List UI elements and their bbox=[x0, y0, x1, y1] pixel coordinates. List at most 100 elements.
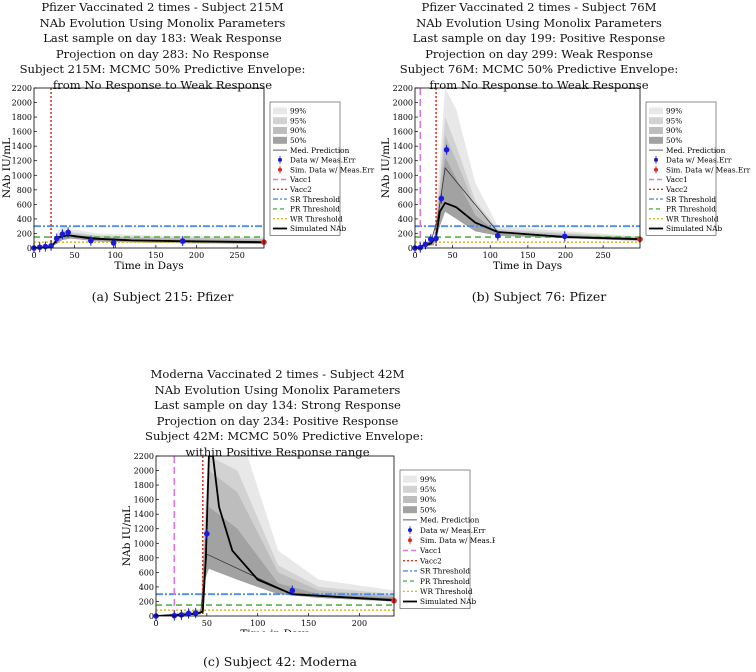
chart-3: 0200400600800100012001400160018002000220… bbox=[121, 452, 495, 632]
data-point bbox=[36, 244, 43, 251]
y-tick-label: 0 bbox=[27, 244, 32, 253]
title-line: Projection on day 234: Positive Response bbox=[156, 413, 399, 428]
y-tick-label: 200 bbox=[17, 229, 32, 238]
legend-label: Simulated NAb bbox=[666, 224, 723, 233]
figure-caption: (c) Subject 42: Moderna bbox=[203, 654, 357, 669]
y-tick-label: 0 bbox=[149, 612, 154, 621]
x-tick-label: 50 bbox=[202, 619, 212, 628]
legend-label: Data w/ Meas.Err bbox=[290, 156, 356, 165]
y-tick-label: 800 bbox=[398, 186, 413, 195]
y-tick-label: 200 bbox=[398, 229, 413, 238]
legend-label: SR Threshold bbox=[420, 567, 470, 576]
legend-swatch bbox=[278, 167, 282, 172]
figure-caption: (b) Subject 76: Pfizer bbox=[471, 289, 607, 304]
title-line: Projection on day 283: No Response bbox=[55, 46, 270, 61]
title-line: Subject 42M: MCMC 50% Predictive Envelop… bbox=[145, 429, 424, 443]
x-tick-label: 100 bbox=[250, 619, 265, 628]
y-tick-label: 600 bbox=[17, 200, 32, 209]
legend-swatch bbox=[649, 136, 663, 144]
band-b50 bbox=[415, 157, 640, 248]
y-tick-label: 1200 bbox=[393, 157, 413, 166]
data-point bbox=[289, 587, 296, 594]
data-point bbox=[561, 233, 568, 240]
title-line: NAb Evolution Using Monolix Parameters bbox=[416, 15, 662, 30]
y-tick-label: 2200 bbox=[12, 84, 32, 93]
title-line: Moderna Vaccinated 2 times - Subject 42M bbox=[150, 367, 405, 381]
y-tick-label: 1600 bbox=[134, 496, 154, 505]
legend-label: 95% bbox=[420, 485, 436, 494]
legend-swatch bbox=[278, 157, 282, 162]
data-point bbox=[185, 610, 192, 617]
y-tick-label: 1000 bbox=[12, 171, 32, 180]
x-tick-label: 200 bbox=[189, 251, 204, 260]
chart-1: 0200400600800100012001400160018002000220… bbox=[1, 84, 375, 272]
y-tick-label: 1400 bbox=[393, 142, 413, 151]
legend-label: Vacc2 bbox=[289, 185, 312, 194]
x-tick-label: 0 bbox=[153, 619, 158, 628]
y-tick-label: 1400 bbox=[134, 510, 154, 519]
data-point bbox=[204, 531, 210, 537]
x-axis-label: Time in Days bbox=[240, 628, 309, 632]
x-tick-label: 50 bbox=[448, 251, 458, 260]
legend-swatch bbox=[649, 127, 663, 134]
simulated-nab bbox=[415, 202, 640, 248]
legend-swatch bbox=[403, 506, 417, 514]
chart-2: 0200400600800100012001400160018002000220… bbox=[380, 84, 751, 272]
y-tick-label: 800 bbox=[139, 554, 154, 563]
y-tick-label: 2000 bbox=[12, 99, 32, 108]
legend-label: Simulated NAb bbox=[290, 224, 347, 233]
data-point bbox=[422, 241, 429, 248]
legend-label: 99% bbox=[420, 475, 436, 484]
legend-swatch bbox=[273, 127, 287, 134]
y-tick-label: 600 bbox=[398, 200, 413, 209]
x-tick-label: 250 bbox=[230, 251, 245, 260]
legend-label: Sim. Data w/ Meas.Err bbox=[290, 165, 375, 174]
y-tick-label: 2000 bbox=[393, 99, 413, 108]
legend-label: WR Threshold bbox=[290, 214, 343, 223]
data-point bbox=[178, 612, 185, 618]
title-line: Last sample on day 183: Weak Response bbox=[43, 31, 282, 45]
title-line: Last sample on day 134: Strong Response bbox=[154, 398, 401, 412]
legend-label: SR Threshold bbox=[666, 195, 716, 204]
legend-swatch bbox=[408, 528, 412, 533]
legend-label: PR Threshold bbox=[666, 205, 716, 214]
legend-swatch bbox=[403, 485, 417, 493]
data-point bbox=[428, 236, 434, 243]
x-tick-label: 0 bbox=[412, 251, 417, 260]
legend-label: 99% bbox=[290, 107, 306, 116]
legend-label: 99% bbox=[666, 107, 682, 116]
y-tick-label: 600 bbox=[139, 568, 154, 577]
legend-label: Simulated NAb bbox=[420, 597, 477, 606]
y-tick-label: 1200 bbox=[134, 525, 154, 534]
legend-label: WR Threshold bbox=[420, 587, 473, 596]
legend-label: PR Threshold bbox=[290, 205, 340, 214]
plot-frame bbox=[33, 87, 265, 249]
simulated-nab bbox=[156, 456, 394, 616]
data-point bbox=[438, 195, 445, 202]
data-point bbox=[494, 232, 501, 239]
y-tick-label: 1400 bbox=[12, 142, 32, 151]
data-point bbox=[48, 243, 54, 249]
plot-frame bbox=[155, 455, 395, 617]
title-line: Subject 215M: MCMC 50% Predictive Envelo… bbox=[19, 62, 306, 76]
data-point bbox=[88, 237, 94, 244]
legend-label: 95% bbox=[666, 116, 682, 125]
y-tick-label: 400 bbox=[398, 215, 413, 224]
legend-label: 95% bbox=[290, 116, 306, 125]
legend-label: Data w/ Meas.Err bbox=[666, 156, 732, 165]
legend-label: SR Threshold bbox=[290, 195, 340, 204]
legend-swatch bbox=[649, 107, 663, 115]
legend-swatch bbox=[654, 157, 658, 162]
y-tick-label: 0 bbox=[408, 244, 413, 253]
x-tick-label: 50 bbox=[70, 251, 80, 260]
legend-label: Vacc1 bbox=[665, 175, 688, 184]
legend-label: WR Threshold bbox=[666, 214, 719, 223]
data-point bbox=[53, 235, 60, 242]
legend-swatch bbox=[403, 475, 417, 483]
y-tick-label: 1800 bbox=[134, 481, 154, 490]
y-tick-label: 2200 bbox=[134, 452, 154, 461]
data-point bbox=[42, 243, 49, 250]
legend-swatch bbox=[403, 496, 417, 503]
